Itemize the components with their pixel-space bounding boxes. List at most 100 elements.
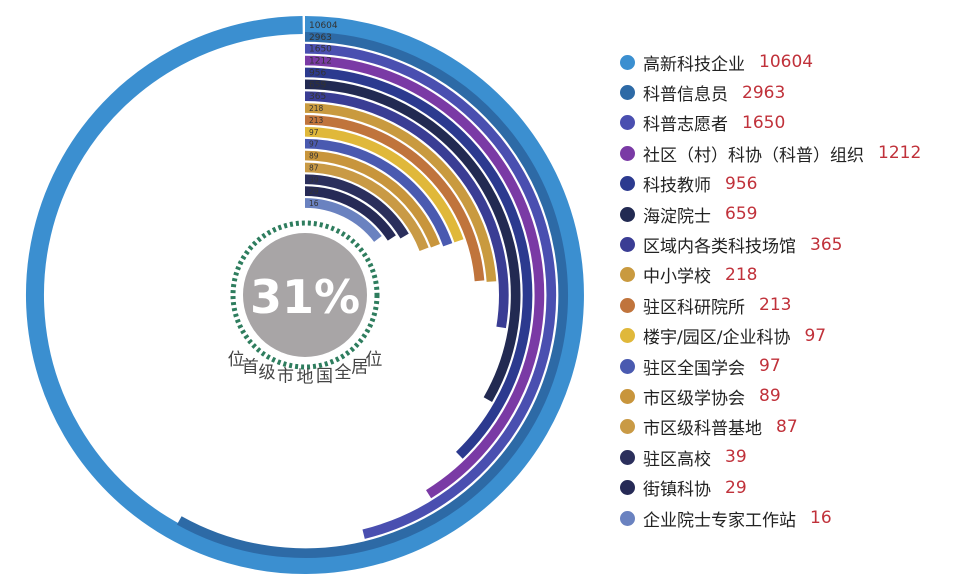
legend-item: 驻区科研院所 213	[620, 290, 960, 320]
legend-dot-icon	[620, 145, 635, 161]
ring-bar	[304, 186, 396, 241]
ring-bar	[304, 174, 409, 239]
legend-label: 高新科技企业	[643, 54, 745, 75]
legend-item: 科普信息员 2963	[620, 77, 960, 107]
legend-value: 10604	[759, 52, 814, 73]
ring-value-label: 29	[309, 187, 319, 196]
legend-value: 97	[759, 356, 781, 377]
legend-value: 29	[725, 477, 747, 498]
ring-value-label: 1212	[309, 57, 332, 67]
legend-value: 39	[725, 447, 747, 468]
ring-bar	[304, 150, 441, 248]
legend-label: 楼宇/园区/企业科协	[643, 328, 791, 349]
ring-value-label: 659	[309, 80, 326, 90]
ring-bar	[304, 115, 485, 282]
ring-group	[25, 16, 584, 574]
legend-item: 海淀院士 659	[620, 199, 960, 229]
legend-item: 楼宇/园区/企业科协 97	[620, 321, 960, 351]
legend-label: 市区级学协会	[643, 388, 745, 409]
center-dotted-ring	[230, 220, 380, 370]
legend-dot-icon	[620, 328, 635, 344]
legend-dot-icon	[620, 54, 635, 70]
legend-label: 市区级科普基地	[643, 419, 762, 440]
legend-item: 科技教师 956	[620, 169, 960, 199]
legend-label: 科技教师	[643, 176, 711, 197]
ring-value-label: 87	[309, 163, 319, 172]
legend-dot-icon	[620, 358, 635, 374]
legend-item: 中小学校 218	[620, 260, 960, 290]
legend-value: 659	[725, 204, 758, 225]
legend-value: 87	[776, 416, 798, 437]
legend-value: 97	[804, 325, 827, 346]
ring-bar	[25, 16, 584, 574]
legend-value: 1212	[878, 143, 922, 164]
legend-dot-icon	[620, 237, 635, 253]
center-percentage: 31%	[250, 270, 360, 324]
legend-label: 驻区高校	[643, 449, 711, 470]
ring-bar	[304, 79, 521, 403]
legend-label: 企业院士专家工作站	[643, 510, 796, 531]
legend-value: 89	[759, 386, 781, 407]
ring-value-label: 2963	[309, 33, 332, 43]
legend-item: 市区级学协会 89	[620, 381, 960, 411]
center-badge: 31%	[230, 220, 380, 370]
legend-dot-icon	[620, 115, 635, 131]
legend-label: 科普信息员	[643, 85, 728, 106]
legend-dot-icon	[620, 388, 635, 404]
ring-bar	[304, 126, 464, 243]
legend-dot-icon	[620, 480, 635, 496]
ring-value-label: 97	[309, 128, 319, 137]
ring-bar	[304, 103, 497, 282]
legend: 高新科技企业 10604 科普信息员 2963 科普志愿者 1650 社区（村）科协（科普）…	[620, 47, 960, 533]
legend-item: 高新科技企业 10604	[620, 47, 960, 77]
ring-bar	[176, 32, 568, 558]
ring-value-label: 365	[309, 92, 326, 102]
ring-value-label: 39	[309, 175, 319, 184]
legend-label: 区域内各类科技场馆	[643, 237, 796, 258]
ring-value-label: 218	[309, 104, 324, 113]
ring-value-label: 956	[309, 68, 326, 78]
legend-item: 市区级科普基地 87	[620, 412, 960, 442]
legend-label: 科普志愿者	[643, 115, 728, 136]
ring-bar	[304, 138, 453, 247]
arc-text-char: 位	[228, 350, 245, 370]
ring-value-label: 16	[309, 199, 319, 208]
legend-value: 1650	[742, 112, 786, 133]
legend-dot-icon	[620, 85, 635, 101]
legend-value: 213	[759, 295, 792, 316]
legend-label: 驻区全国学会	[643, 358, 745, 379]
legend-value: 218	[725, 264, 758, 285]
ring-value-label: 89	[309, 152, 319, 161]
legend-value: 2963	[742, 82, 786, 103]
legend-label: 海淀院士	[643, 206, 711, 227]
legend-value: 956	[725, 173, 758, 194]
arc-text-char: 首	[242, 357, 259, 377]
ring-bar	[304, 67, 533, 459]
legend-item: 区域内各类科技场馆 365	[620, 229, 960, 259]
arc-text-char: 市	[277, 366, 294, 386]
arc-text-char: 位	[365, 350, 382, 370]
legend-dot-icon	[620, 206, 635, 222]
ring-value-label: 10604	[309, 21, 338, 31]
ring-value-label: 213	[309, 116, 324, 125]
legend-item: 科普志愿者 1650	[620, 108, 960, 138]
ring-value-label: 97	[309, 140, 319, 149]
legend-value: 16	[810, 508, 832, 529]
arc-text-char: 级	[259, 363, 276, 383]
legend-label: 社区（村）科协（科普）组织	[643, 145, 864, 166]
legend-dot-icon	[620, 297, 635, 313]
legend-label: 中小学校	[643, 267, 711, 288]
legend-item: 驻区高校 39	[620, 442, 960, 472]
ring-bar	[304, 55, 545, 499]
ring-bar	[304, 43, 557, 539]
legend-item: 企业院士专家工作站 16	[620, 503, 960, 533]
ring-bar	[304, 162, 429, 251]
arc-text-char: 国	[316, 366, 333, 386]
legend-dot-icon	[620, 267, 635, 283]
legend-label: 街镇科协	[643, 480, 711, 501]
arc-text-char: 全	[335, 363, 352, 383]
legend-dot-icon	[620, 449, 635, 465]
